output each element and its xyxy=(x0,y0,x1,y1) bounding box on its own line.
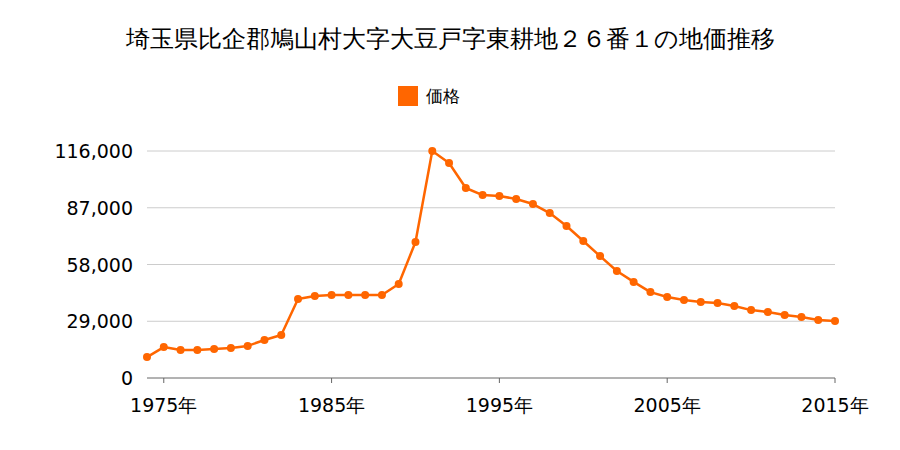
marker xyxy=(277,331,285,339)
marker xyxy=(697,298,705,306)
marker xyxy=(227,344,235,352)
marker xyxy=(244,342,252,350)
x-tick-label: 2005年 xyxy=(634,394,701,416)
marker xyxy=(160,343,168,351)
marker xyxy=(714,299,722,307)
marker xyxy=(479,191,487,199)
marker xyxy=(143,353,151,361)
x-tick xyxy=(331,378,332,383)
marker xyxy=(428,147,436,155)
x-axis xyxy=(147,378,835,379)
marker xyxy=(797,313,805,321)
marker xyxy=(781,311,789,319)
marker xyxy=(411,238,419,246)
marker xyxy=(563,222,571,230)
marker xyxy=(630,278,638,286)
marker xyxy=(814,316,822,324)
marker xyxy=(210,345,218,353)
marker xyxy=(294,295,302,303)
marker xyxy=(663,293,671,301)
marker xyxy=(680,296,688,304)
y-tick-label: 116,000 xyxy=(54,140,133,162)
chart: 埼玉県比企郡鳩山村大字大豆戸字東耕地２６番１の地価推移価格 0 29,000 58,0… xyxy=(0,0,900,450)
plot-area xyxy=(143,147,839,361)
title: 埼玉県比企郡鳩山村大字大豆戸字東耕地２６番１の地価推移 xyxy=(125,25,775,53)
marker xyxy=(747,306,755,314)
marker xyxy=(764,308,772,316)
marker xyxy=(462,184,470,192)
marker xyxy=(260,336,268,344)
marker xyxy=(395,280,403,288)
x-tick xyxy=(667,378,668,383)
legend-swatch xyxy=(398,86,418,106)
grid-line xyxy=(147,264,835,265)
marker xyxy=(311,292,319,300)
y-tick-label: 29,000 xyxy=(67,310,133,332)
marker xyxy=(579,237,587,245)
y-tick-label: 58,000 xyxy=(67,254,133,276)
x-tick xyxy=(835,378,836,383)
x-tick xyxy=(499,378,500,383)
marker xyxy=(529,200,537,208)
line xyxy=(147,151,835,357)
marker xyxy=(445,159,453,167)
marker xyxy=(193,346,201,354)
marker xyxy=(546,209,554,217)
marker xyxy=(328,291,336,299)
marker xyxy=(646,288,654,296)
y-tick-label: 0 xyxy=(121,367,133,389)
x-tick-label: 1975年 xyxy=(130,394,197,416)
grid-line xyxy=(147,207,835,208)
x-tick xyxy=(163,378,164,383)
x-tick-label: 2015年 xyxy=(801,394,868,416)
marker xyxy=(378,291,386,299)
marker xyxy=(495,192,503,200)
marker xyxy=(730,302,738,310)
x-tick-label: 1995年 xyxy=(466,394,533,416)
marker xyxy=(361,291,369,299)
marker xyxy=(613,267,621,275)
legend-label: 価格 xyxy=(426,86,460,106)
marker xyxy=(177,346,185,354)
y-tick-label: 87,000 xyxy=(67,197,133,219)
grid-line xyxy=(147,151,835,152)
marker xyxy=(512,195,520,203)
grid-line xyxy=(147,321,835,322)
marker xyxy=(596,252,604,260)
marker xyxy=(831,317,839,325)
marker xyxy=(344,291,352,299)
x-tick-label: 1985年 xyxy=(298,394,365,416)
